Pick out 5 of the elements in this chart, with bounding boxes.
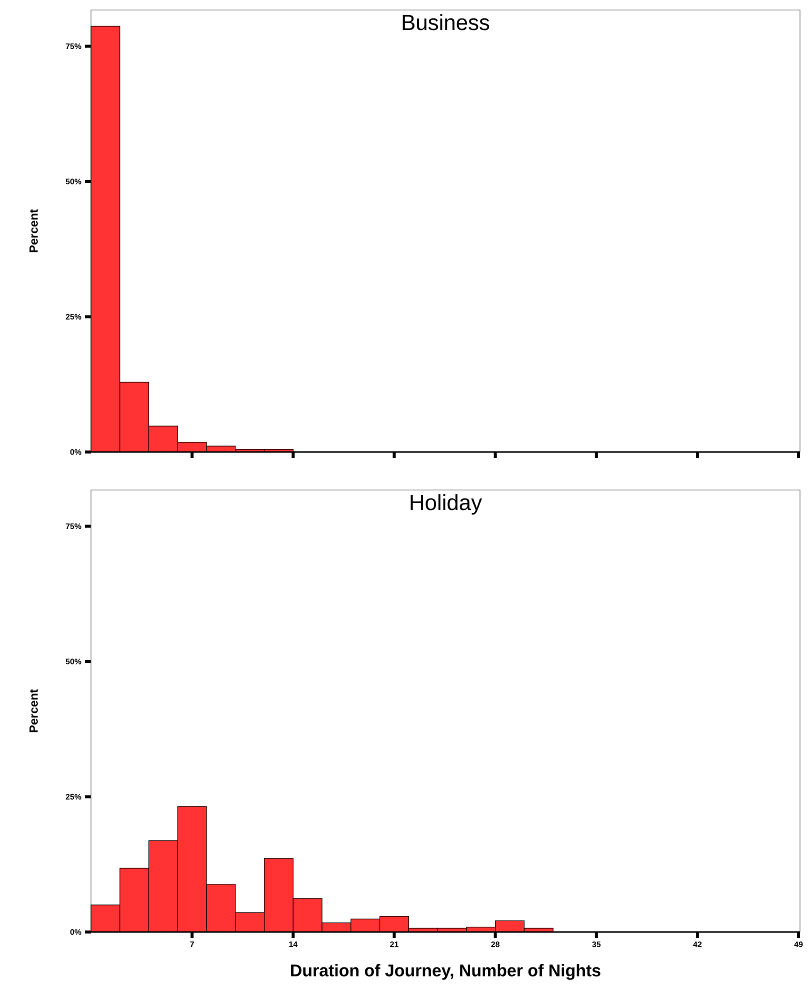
x-axis-title: Duration of Journey, Number of Nights: [291, 964, 600, 980]
y-axis-title: Percent: [30, 689, 38, 732]
y-axis-title: Percent: [30, 209, 38, 252]
chart-title: Holiday: [410, 494, 482, 515]
chart-title: Business: [402, 14, 490, 30]
